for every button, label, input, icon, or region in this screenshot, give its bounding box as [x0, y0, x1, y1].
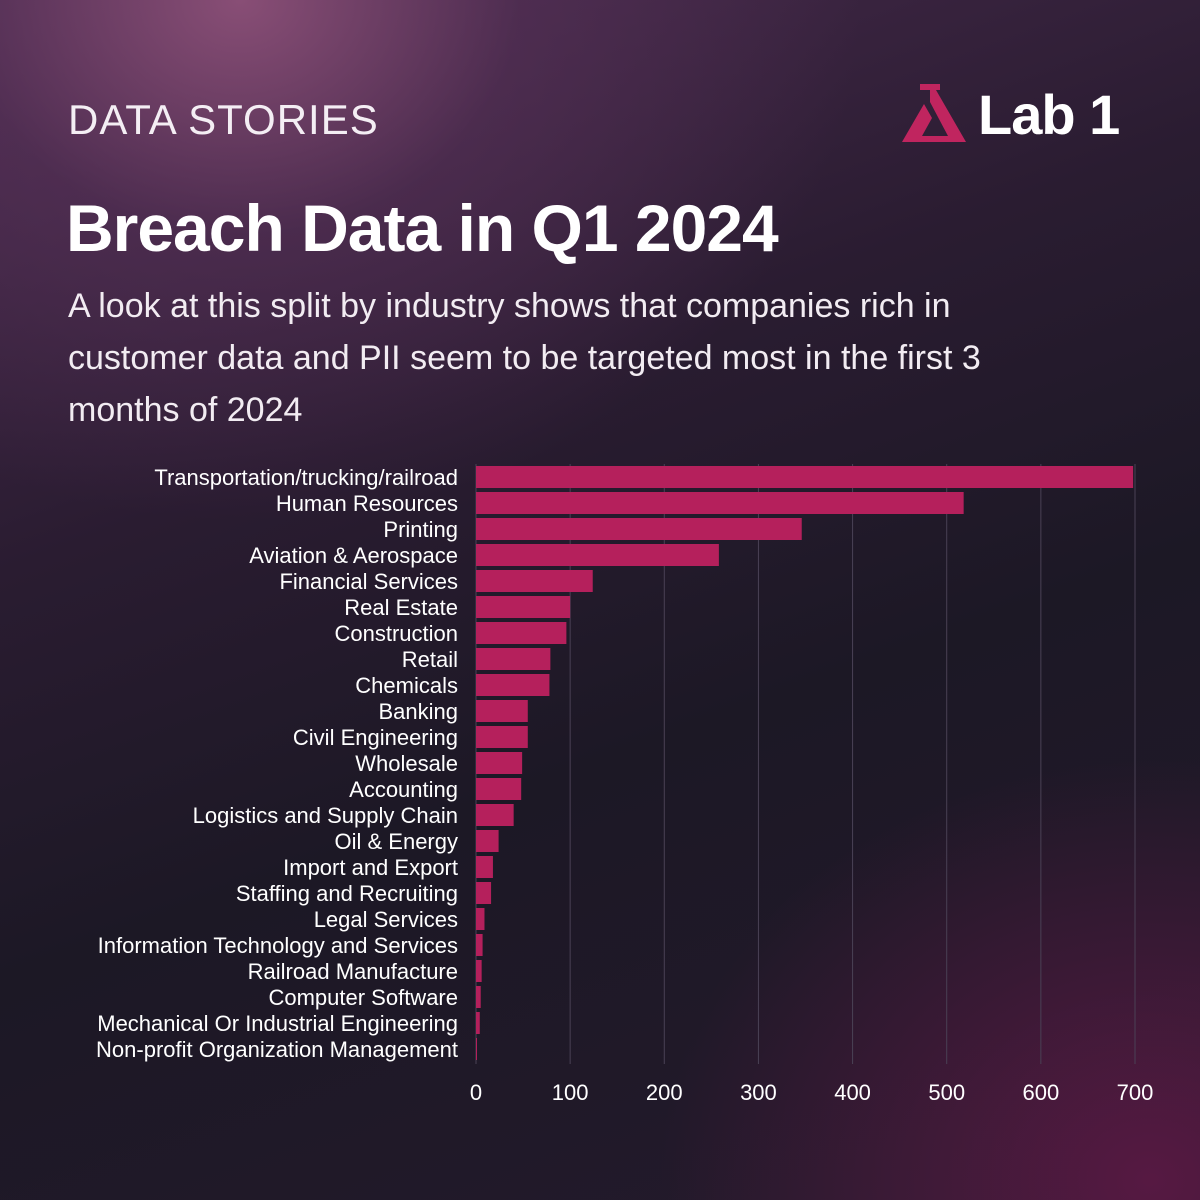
x-axis-ticks: 0 100 200 300 400 500 600 700	[470, 1080, 1153, 1105]
bar	[476, 648, 551, 670]
bars	[476, 466, 1134, 1060]
category-label: Oil & Energy	[335, 829, 459, 854]
brand-name: Lab 1	[978, 83, 1120, 146]
bar	[476, 700, 528, 722]
category-label: Banking	[378, 699, 458, 724]
category-label: Staffing and Recruiting	[236, 881, 458, 906]
bar	[476, 570, 593, 592]
category-label: Human Resources	[276, 491, 458, 516]
category-label: Financial Services	[279, 569, 458, 594]
bar	[476, 752, 523, 774]
category-label: Computer Software	[268, 985, 458, 1010]
flask-logo-icon	[902, 84, 966, 142]
bar	[476, 960, 482, 982]
category-label: Transportation/trucking/railroad	[154, 465, 458, 490]
bar	[476, 466, 1134, 488]
page-title: Breach Data in Q1 2024	[66, 191, 779, 265]
category-label: Accounting	[349, 777, 458, 802]
category-label: Mechanical Or Industrial Engineering	[97, 1011, 458, 1036]
category-label: Chemicals	[355, 673, 458, 698]
x-tick-label: 100	[552, 1080, 589, 1105]
x-tick-label: 500	[928, 1080, 965, 1105]
bar	[476, 778, 522, 800]
category-label: Information Technology and Services	[98, 933, 458, 958]
category-label: Legal Services	[314, 907, 458, 932]
bar	[476, 934, 483, 956]
category-label: Logistics and Supply Chain	[193, 803, 458, 828]
bar	[476, 882, 492, 904]
bar	[476, 518, 802, 540]
bar	[476, 726, 528, 748]
x-tick-label: 0	[470, 1080, 482, 1105]
category-label: Railroad Manufacture	[248, 959, 458, 984]
category-label: Non-profit Organization Management	[96, 1037, 458, 1062]
bar	[476, 544, 719, 566]
category-label: Real Estate	[344, 595, 458, 620]
page-subtitle: A look at this split by industry shows t…	[68, 287, 981, 429]
category-label: Retail	[402, 647, 458, 672]
category-label: Printing	[383, 517, 458, 542]
bar	[476, 674, 550, 696]
bar	[476, 908, 485, 930]
bar	[476, 622, 567, 644]
section-kicker: DATA STORIES	[68, 96, 379, 143]
category-label: Civil Engineering	[293, 725, 458, 750]
bar	[476, 1012, 480, 1034]
x-tick-label: 700	[1117, 1080, 1154, 1105]
x-tick-label: 400	[834, 1080, 871, 1105]
brand-logo: Lab 1	[898, 80, 1138, 146]
x-tick-label: 200	[646, 1080, 683, 1105]
bar	[476, 596, 571, 618]
x-tick-label: 600	[1022, 1080, 1059, 1105]
category-label: Aviation & Aerospace	[249, 543, 458, 568]
bar	[476, 1038, 477, 1060]
category-label: Wholesale	[355, 751, 458, 776]
bar	[476, 830, 499, 852]
grid-lines	[475, 464, 1136, 1064]
bar	[476, 856, 493, 878]
bar	[476, 492, 964, 514]
bar	[476, 804, 514, 826]
x-tick-label: 300	[740, 1080, 777, 1105]
category-label: Import and Export	[283, 855, 458, 880]
category-label: Construction	[334, 621, 458, 646]
bar	[476, 986, 481, 1008]
